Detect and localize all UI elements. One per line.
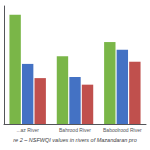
svg-text:...az River: ...az River xyxy=(16,127,39,133)
svg-text:re 2 – NSFWQI values in rivers: re 2 – NSFWQI values in rivers of Mazand… xyxy=(13,137,137,143)
svg-text:Baboolrood River: Baboolrood River xyxy=(103,127,142,133)
svg-text:Bahrood River: Bahrood River xyxy=(59,127,91,133)
